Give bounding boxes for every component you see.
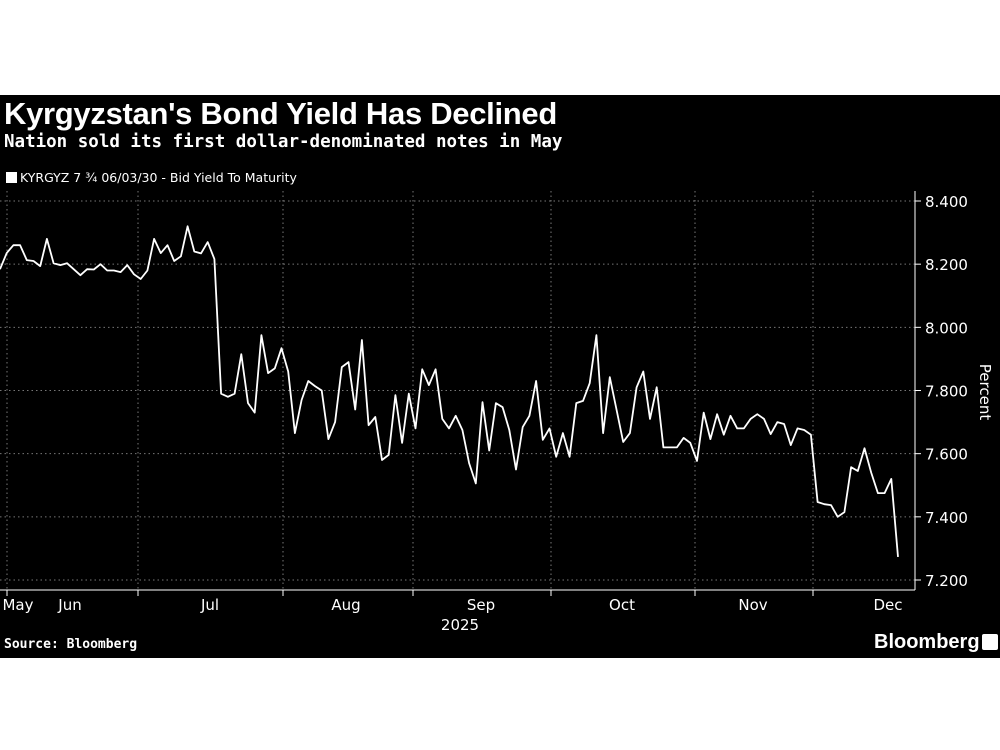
y-tick-label: 8.200	[925, 256, 968, 274]
y-tick-label: 7.800	[925, 383, 968, 401]
y-tick-label: 7.600	[925, 446, 968, 464]
bloomberg-logo: Bloomberg	[874, 631, 980, 653]
chart-subtitle: Nation sold its first dollar-denominated…	[4, 132, 563, 152]
bloomberg-chart-icon	[982, 634, 998, 650]
x-year-label: 2025	[441, 616, 479, 634]
x-tick-label: Jul	[200, 596, 219, 614]
y-tick-label: 7.200	[925, 572, 968, 590]
y-tick-label: 7.400	[925, 509, 968, 527]
legend-swatch	[6, 172, 17, 183]
x-tick-label: Nov	[738, 596, 767, 614]
y-tick-label: 8.400	[925, 193, 968, 211]
series-line-kyrgyz-yield	[0, 225, 899, 557]
source-note: Source: Bloomberg	[4, 637, 138, 652]
x-tick-label: Jun	[57, 596, 81, 614]
x-tick-label: Oct	[609, 596, 635, 614]
chart-title: Kyrgyzstan's Bond Yield Has Declined	[4, 96, 558, 131]
x-tick-label: Sep	[467, 596, 495, 614]
x-tick-label: May	[2, 596, 33, 614]
x-tick-label: Aug	[331, 596, 360, 614]
chart-panel	[0, 95, 1000, 658]
y-tick-label: 8.000	[925, 319, 968, 337]
x-tick-label: Dec	[873, 596, 902, 614]
y-axis-label: Percent	[976, 364, 994, 421]
legend-label: KYRGYZ 7 ¾ 06/03/30 - Bid Yield To Matur…	[20, 170, 297, 185]
legend: KYRGYZ 7 ¾ 06/03/30 - Bid Yield To Matur…	[6, 170, 297, 185]
